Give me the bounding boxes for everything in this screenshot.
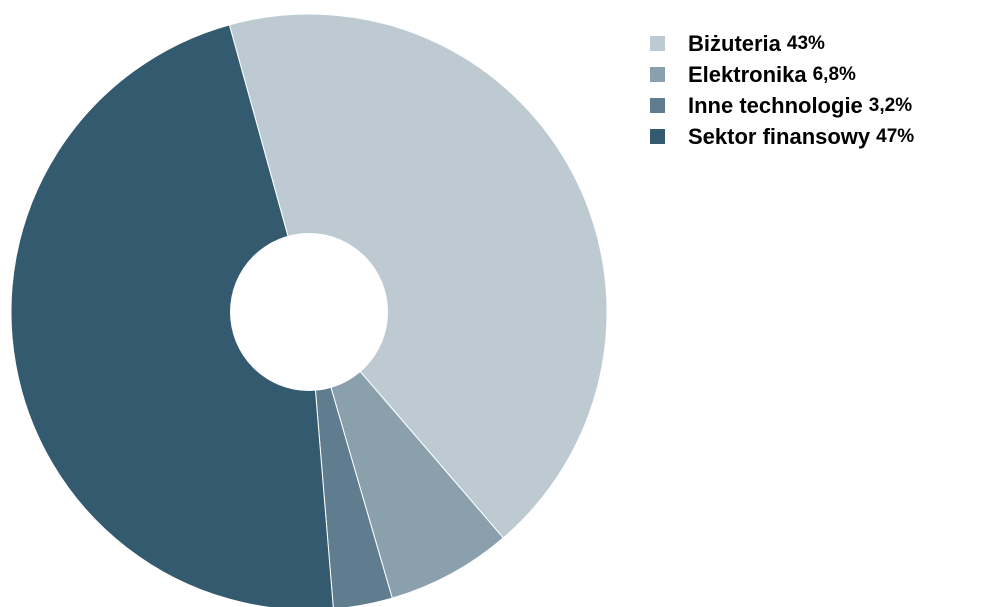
legend-label: Elektronika	[688, 61, 807, 87]
legend-value: 3,2%	[868, 94, 913, 116]
legend-swatch	[650, 98, 665, 113]
donut-slices	[10, 13, 608, 607]
legend-label: Inne technologie	[688, 92, 863, 118]
legend-value: 47%	[876, 125, 915, 147]
legend-value: 43%	[786, 32, 825, 54]
legend-label: Biżuteria	[688, 30, 781, 56]
legend-swatch	[650, 129, 665, 144]
chart-legend: Biżuteria 43% Elektronika 6,8% Inne technolo…	[650, 28, 914, 152]
legend-item-2: Elektronika 6,8%	[650, 59, 914, 90]
legend-label: Sektor finansowy	[688, 123, 871, 149]
pie-slice-4	[10, 24, 334, 607]
legend-swatch	[650, 67, 665, 82]
pie-slice-1	[228, 13, 608, 539]
legend-item-3: Inne technologie 3,2%	[650, 90, 914, 121]
legend-swatch	[650, 36, 665, 51]
legend-value: 6,8%	[812, 63, 856, 85]
legend-item-4: Sektor finansowy 47%	[650, 121, 914, 152]
donut-hole	[230, 233, 388, 391]
pie-slice-2	[308, 311, 505, 599]
legend-item-1: Biżuteria 43%	[650, 28, 914, 59]
